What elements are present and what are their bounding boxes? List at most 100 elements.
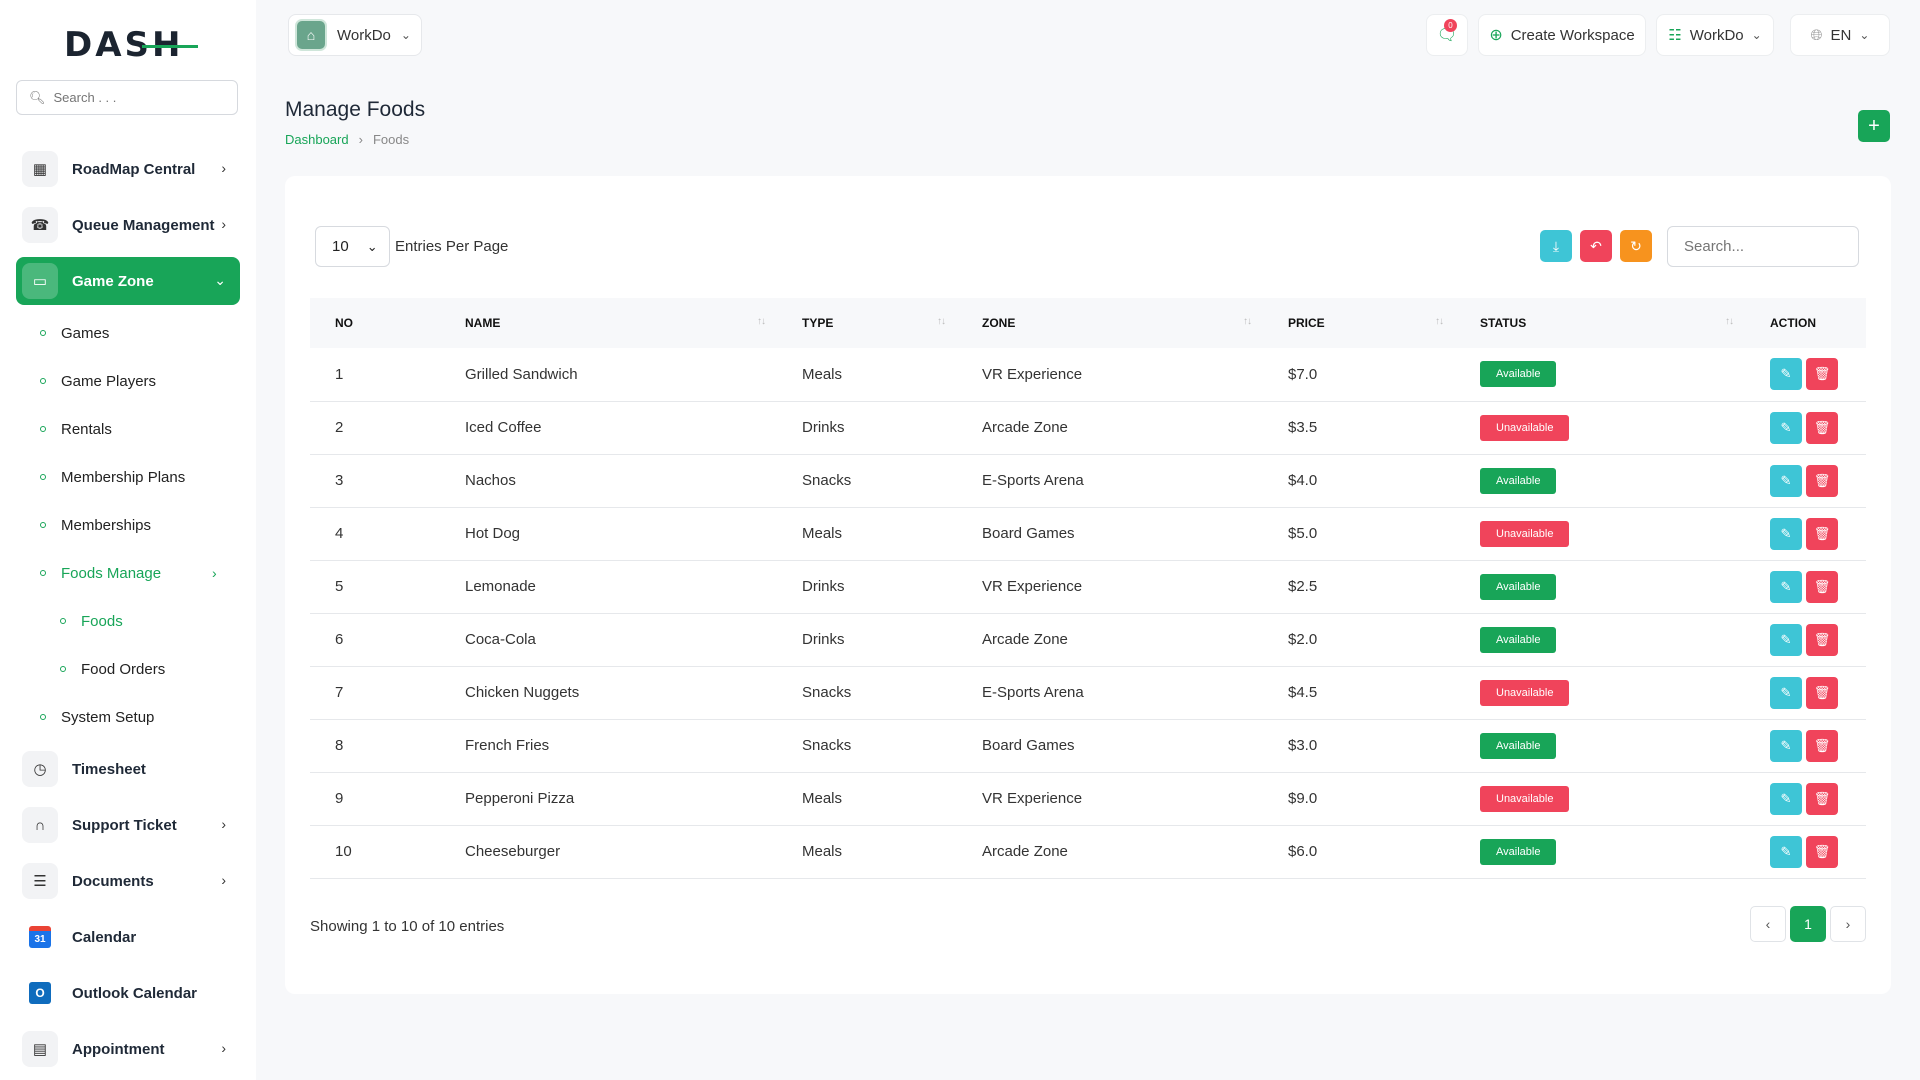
add-food-button[interactable]: +: [1858, 110, 1890, 142]
edit-button[interactable]: ✎: [1770, 835, 1802, 868]
sidebar-search-input[interactable]: [53, 90, 224, 105]
sidebar-item-queue-management[interactable]: ☎ Queue Management ›: [16, 201, 240, 249]
table-row: 9 Pepperoni Pizza Meals VR Experience $9.0 Un…: [310, 772, 1866, 825]
table-row: 3 Nachos Snacks E-Sports Arena $4.0 Available…: [310, 454, 1866, 507]
delete-button[interactable]: 🗑︎: [1806, 835, 1838, 868]
sidebar-subitem-memberships[interactable]: Memberships: [40, 513, 151, 537]
foods-table: NO NAME ↑↓ TYPE ↑↓ ZONE ↑↓ PRICE ↑↓ STATUS ↑↓…: [310, 298, 1866, 879]
delete-button[interactable]: 🗑︎: [1806, 570, 1838, 603]
sidebar-subitem-label: Game Players: [61, 372, 157, 390]
cell-no: 3: [335, 472, 344, 489]
pagination-page[interactable]: 1: [1790, 906, 1826, 942]
sidebar-item-appointment[interactable]: ▤ Appointment ›: [16, 1025, 240, 1073]
sidebar-subitem-system-setup[interactable]: System Setup: [40, 705, 154, 729]
workspace-switcher[interactable]: ⌂ WorkDo ⌄: [288, 14, 422, 56]
delete-button[interactable]: 🗑︎: [1806, 676, 1838, 709]
bullet-icon: [40, 426, 46, 432]
delete-button[interactable]: 🗑︎: [1806, 729, 1838, 762]
sidebar-subitem-foods[interactable]: Foods: [60, 609, 123, 633]
language-selector[interactable]: 🌐︎ EN ⌄: [1790, 14, 1890, 56]
sidebar-item-game-zone[interactable]: ▭ Game Zone ⌄: [16, 257, 240, 305]
edit-button[interactable]: ✎: [1770, 570, 1802, 603]
delete-button[interactable]: 🗑︎: [1806, 623, 1838, 656]
edit-button[interactable]: ✎: [1770, 623, 1802, 656]
sidebar-subitem-games[interactable]: Games: [40, 321, 109, 345]
sidebar-subitem-rentals[interactable]: Rentals: [40, 417, 112, 441]
create-workspace-label: Create Workspace: [1510, 26, 1635, 44]
pencil-icon: ✎: [1780, 790, 1792, 806]
bullet-icon: [40, 474, 46, 480]
delete-button[interactable]: 🗑︎: [1806, 782, 1838, 815]
pagination-prev[interactable]: ‹: [1750, 906, 1786, 942]
sidebar-subitem-food-orders[interactable]: Food Orders: [60, 657, 165, 681]
sidebar-item-timesheet[interactable]: ◷ Timesheet: [16, 745, 240, 793]
sidebar-item-calendar[interactable]: 31 Calendar: [16, 913, 240, 961]
status-badge: Available: [1480, 732, 1557, 759]
cell-no: 1: [335, 365, 344, 383]
notifications-button[interactable]: 🗨︎ 0: [1426, 14, 1468, 56]
workspace-menu-button[interactable]: ☷ WorkDo ⌄: [1656, 14, 1774, 56]
cell-type: Snacks: [802, 737, 852, 754]
cell-price: $2.5: [1288, 578, 1318, 595]
chevron-down-icon: ⌄: [214, 272, 226, 288]
map-icon: ▦: [22, 151, 58, 187]
edit-button[interactable]: ✎: [1770, 517, 1802, 550]
cell-price: $2.0: [1288, 631, 1318, 648]
cell-type: Drinks: [802, 419, 845, 436]
delete-button[interactable]: 🗑︎: [1806, 358, 1838, 391]
cell-price: $4.5: [1288, 684, 1318, 701]
column-header-name[interactable]: NAME ↑↓: [440, 298, 777, 348]
entries-label: Entries Per Page: [395, 238, 509, 255]
table-row: 5 Lemonade Drinks VR Experience $2.5 Availabl…: [310, 560, 1866, 613]
column-header-label: NO: [335, 316, 353, 330]
trash-icon: 🗑︎: [1813, 790, 1831, 806]
edit-button[interactable]: ✎: [1770, 358, 1802, 391]
building-icon: ⌂: [295, 19, 327, 51]
edit-button[interactable]: ✎: [1770, 729, 1802, 762]
sidebar-item-label: Appointment: [72, 1040, 165, 1058]
table-row: 7 Chicken Nuggets Snacks E-Sports Arena $4.5…: [310, 666, 1866, 719]
column-header-price[interactable]: PRICE ↑↓: [1263, 298, 1455, 348]
breadcrumb-home[interactable]: Dashboard: [285, 132, 349, 147]
sidebar-item-support-ticket[interactable]: ∩ Support Ticket ›: [16, 801, 240, 849]
refresh-button[interactable]: ↻: [1620, 230, 1652, 262]
sidebar: DASH 🔍︎ ▦ RoadMap Central › ☎ Queue Mana…: [0, 0, 256, 1080]
sidebar-item-roadmap-central[interactable]: ▦ RoadMap Central ›: [16, 145, 240, 193]
table-search-input[interactable]: [1684, 238, 1844, 255]
cell-status: Available: [1455, 719, 1745, 772]
pencil-icon: ✎: [1780, 366, 1792, 382]
page-title: Manage Foods: [285, 98, 426, 121]
sidebar-subitem-foods-manage[interactable]: Foods Manage ›: [40, 561, 230, 585]
table-search[interactable]: [1667, 226, 1859, 267]
edit-button[interactable]: ✎: [1770, 676, 1802, 709]
cell-action: ✎ 🗑︎: [1745, 825, 1866, 878]
edit-button[interactable]: ✎: [1770, 782, 1802, 815]
delete-button[interactable]: 🗑︎: [1806, 464, 1838, 497]
cell-zone: VR Experience: [982, 790, 1083, 807]
pencil-icon: ✎: [1780, 525, 1792, 541]
cell-zone: Arcade Zone: [982, 419, 1068, 436]
column-header-zone[interactable]: ZONE ↑↓: [957, 298, 1263, 348]
cell-price: $3.0: [1288, 737, 1318, 754]
calendar-icon: 31: [22, 919, 58, 955]
create-workspace-button[interactable]: ⊕ Create Workspace: [1478, 14, 1646, 56]
edit-button[interactable]: ✎: [1770, 411, 1802, 444]
cell-action: ✎ 🗑︎: [1745, 613, 1866, 666]
column-header-type[interactable]: TYPE ↑↓: [777, 298, 957, 348]
entries-per-page-select[interactable]: 10 ⌄: [315, 226, 390, 267]
logo[interactable]: DASH: [64, 25, 198, 65]
column-header-status[interactable]: STATUS ↑↓: [1455, 298, 1745, 348]
sidebar-item-documents[interactable]: ☰ Documents ›: [16, 857, 240, 905]
delete-button[interactable]: 🗑︎: [1806, 411, 1838, 444]
export-button[interactable]: ⤓: [1540, 230, 1572, 262]
pagination-next[interactable]: ›: [1830, 906, 1866, 942]
cell-status: Available: [1455, 613, 1745, 666]
sidebar-item-outlook-calendar[interactable]: O Outlook Calendar: [16, 969, 240, 1017]
sidebar-subitem-membership-plans[interactable]: Membership Plans: [40, 465, 185, 489]
reset-button[interactable]: ↶: [1580, 230, 1612, 262]
delete-button[interactable]: 🗑︎: [1806, 517, 1838, 550]
sidebar-search[interactable]: 🔍︎: [16, 80, 238, 115]
column-header-no[interactable]: NO: [310, 298, 440, 348]
edit-button[interactable]: ✎: [1770, 464, 1802, 497]
sidebar-subitem-game-players[interactable]: Game Players: [40, 369, 156, 393]
